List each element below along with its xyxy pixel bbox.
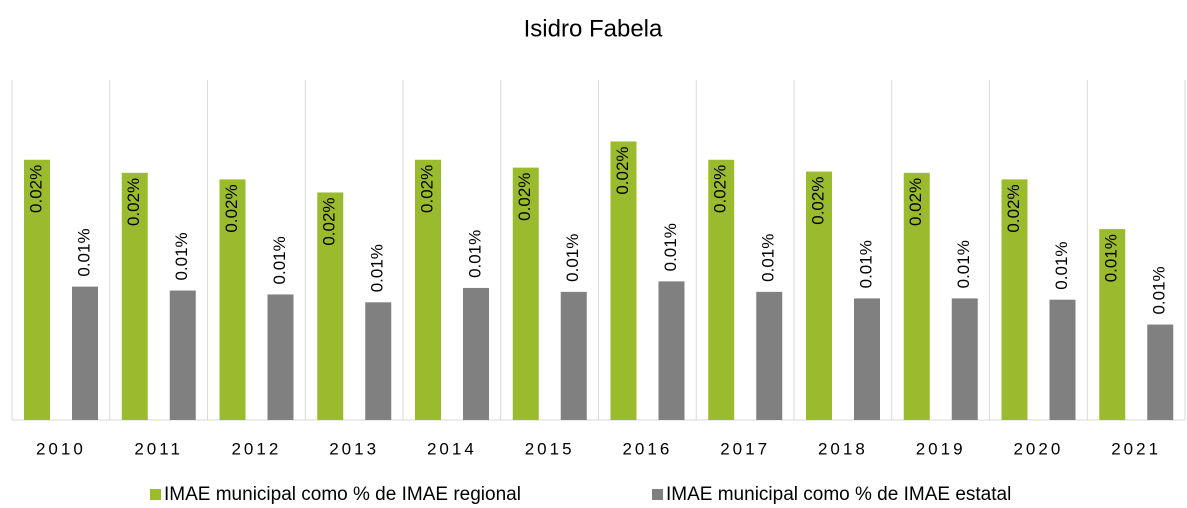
bar — [1049, 299, 1076, 420]
value-label: 0.02% — [222, 184, 241, 232]
bar — [169, 290, 196, 420]
value-label: 0.02% — [26, 165, 45, 213]
bar — [317, 192, 344, 420]
bar — [72, 286, 98, 420]
bar — [24, 159, 50, 420]
bar — [121, 172, 148, 420]
x-tick-label: 2012 — [231, 439, 281, 458]
bar — [415, 159, 441, 420]
chart-title: Isidro Fabela — [524, 15, 663, 42]
bar — [1001, 179, 1028, 420]
value-label: 0.02% — [613, 146, 632, 194]
bar — [219, 179, 246, 420]
bar — [903, 172, 930, 420]
bar — [806, 171, 832, 420]
x-tick-label: 2014 — [427, 439, 477, 458]
bar — [512, 167, 539, 420]
value-label: 0.01% — [954, 240, 973, 288]
value-label: 0.01% — [270, 236, 289, 284]
legend-swatch — [150, 489, 161, 500]
value-label: 0.01% — [1052, 241, 1071, 289]
value-label: 0.02% — [417, 165, 436, 213]
value-label: 0.01% — [172, 232, 191, 280]
value-label: 0.01% — [661, 223, 680, 271]
legend-label: IMAE municipal como % de IMAE estatal — [666, 484, 1011, 505]
bar — [1147, 324, 1174, 420]
value-label: 0.02% — [711, 165, 730, 213]
x-tick-label: 2010 — [36, 439, 86, 458]
x-tick-label: 2020 — [1013, 439, 1063, 458]
x-tick-label: 2017 — [720, 439, 770, 458]
value-label: 0.01% — [856, 240, 875, 288]
value-label: 0.01% — [465, 230, 484, 278]
bar — [610, 141, 637, 420]
bar — [365, 302, 392, 420]
value-label: 0.01% — [563, 234, 582, 282]
bar — [951, 298, 978, 420]
bar — [708, 159, 735, 420]
x-tick-label: 2016 — [622, 439, 672, 458]
value-label: 0.01% — [1102, 234, 1121, 282]
bar — [756, 291, 783, 420]
x-tick-label: 2019 — [916, 439, 966, 458]
bar — [658, 281, 685, 420]
bar — [560, 291, 587, 420]
bar — [463, 287, 489, 420]
x-tick-label: 2011 — [134, 439, 183, 458]
bar — [854, 298, 880, 420]
value-label: 0.02% — [515, 173, 534, 221]
x-tick-label: 2018 — [818, 439, 868, 458]
value-label: 0.02% — [808, 177, 827, 225]
legend-swatch — [652, 489, 663, 500]
value-label: 0.02% — [320, 197, 339, 245]
value-label: 0.02% — [1004, 184, 1023, 232]
value-label: 0.02% — [906, 178, 925, 226]
value-label: 0.01% — [1150, 266, 1169, 314]
value-label: 0.01% — [74, 228, 93, 276]
value-label: 0.02% — [124, 178, 143, 226]
bar — [1099, 229, 1126, 420]
value-label: 0.01% — [368, 244, 387, 292]
value-label: 0.01% — [759, 234, 778, 282]
legend-label: IMAE municipal como % de IMAE regional — [164, 484, 521, 505]
x-tick-label: 2021 — [1111, 439, 1161, 458]
x-tick-label: 2013 — [329, 439, 379, 458]
bar — [267, 294, 294, 420]
x-tick-label: 2015 — [525, 439, 575, 458]
